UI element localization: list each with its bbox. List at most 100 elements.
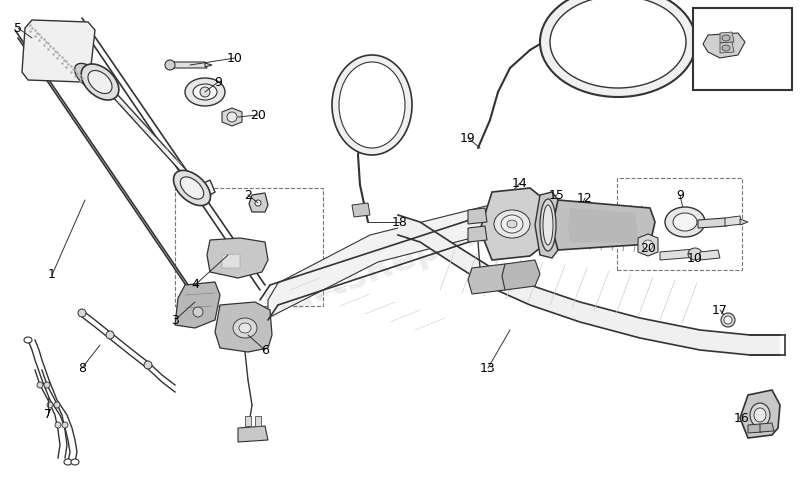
Text: 11: 11 <box>754 13 770 27</box>
Ellipse shape <box>722 35 730 41</box>
Ellipse shape <box>673 213 697 231</box>
Ellipse shape <box>185 78 225 106</box>
Polygon shape <box>698 218 727 228</box>
Text: 13: 13 <box>480 361 496 375</box>
Ellipse shape <box>44 382 50 388</box>
Ellipse shape <box>74 63 102 88</box>
Polygon shape <box>175 282 220 328</box>
Ellipse shape <box>106 331 114 339</box>
Ellipse shape <box>165 60 175 70</box>
Ellipse shape <box>24 337 32 343</box>
Polygon shape <box>255 416 261 426</box>
Text: 20: 20 <box>250 109 266 121</box>
Polygon shape <box>748 424 762 433</box>
Text: 8: 8 <box>78 361 86 375</box>
Ellipse shape <box>688 248 702 260</box>
Ellipse shape <box>37 382 43 388</box>
Text: 10: 10 <box>227 52 243 64</box>
Text: 9: 9 <box>214 76 222 88</box>
Polygon shape <box>725 216 742 226</box>
Text: 2: 2 <box>244 189 252 201</box>
Polygon shape <box>740 390 780 438</box>
Polygon shape <box>170 62 207 68</box>
Ellipse shape <box>174 170 210 206</box>
Ellipse shape <box>144 361 152 369</box>
Text: 14: 14 <box>512 176 528 190</box>
Ellipse shape <box>722 45 730 51</box>
Polygon shape <box>760 423 774 432</box>
Ellipse shape <box>54 402 60 408</box>
Bar <box>693 8 792 90</box>
Ellipse shape <box>227 112 237 122</box>
Polygon shape <box>468 226 487 242</box>
Polygon shape <box>352 203 370 217</box>
Ellipse shape <box>62 422 68 428</box>
Polygon shape <box>720 42 734 53</box>
Polygon shape <box>660 249 697 260</box>
Polygon shape <box>552 200 655 250</box>
Polygon shape <box>398 215 780 355</box>
Text: 6: 6 <box>261 344 269 356</box>
Ellipse shape <box>78 309 86 317</box>
Ellipse shape <box>88 71 112 93</box>
Text: 3: 3 <box>171 313 179 327</box>
Ellipse shape <box>180 177 204 199</box>
Bar <box>617 178 742 270</box>
Ellipse shape <box>55 422 61 428</box>
Polygon shape <box>700 250 720 260</box>
Polygon shape <box>22 20 95 82</box>
Ellipse shape <box>754 408 766 422</box>
Polygon shape <box>535 192 558 258</box>
Polygon shape <box>638 234 658 256</box>
Polygon shape <box>215 302 272 352</box>
Polygon shape <box>222 108 242 126</box>
Ellipse shape <box>193 307 203 317</box>
Ellipse shape <box>255 200 261 206</box>
Ellipse shape <box>540 0 696 97</box>
Ellipse shape <box>665 207 705 237</box>
Ellipse shape <box>233 318 257 338</box>
Ellipse shape <box>507 220 517 228</box>
Bar <box>175 188 323 306</box>
Ellipse shape <box>721 313 735 327</box>
Polygon shape <box>222 254 240 268</box>
Text: 17: 17 <box>712 303 728 317</box>
Polygon shape <box>468 264 510 294</box>
Ellipse shape <box>750 403 770 427</box>
Polygon shape <box>468 208 487 224</box>
Text: 9: 9 <box>676 189 684 201</box>
Polygon shape <box>207 238 268 278</box>
Ellipse shape <box>200 87 210 97</box>
Polygon shape <box>245 416 251 426</box>
Text: 12: 12 <box>577 191 593 204</box>
Ellipse shape <box>543 205 553 245</box>
Ellipse shape <box>239 323 251 333</box>
Text: 4: 4 <box>191 278 199 292</box>
Text: 5: 5 <box>14 22 22 34</box>
Ellipse shape <box>47 402 53 408</box>
Polygon shape <box>238 426 268 442</box>
Ellipse shape <box>332 55 412 155</box>
Ellipse shape <box>40 34 70 62</box>
Text: 10: 10 <box>687 251 703 265</box>
Ellipse shape <box>81 64 119 100</box>
Polygon shape <box>720 32 734 43</box>
Text: 18: 18 <box>392 216 408 228</box>
Ellipse shape <box>540 199 556 251</box>
Text: 7: 7 <box>44 409 52 421</box>
Polygon shape <box>85 70 215 198</box>
Text: 19: 19 <box>460 132 476 144</box>
Polygon shape <box>568 208 638 243</box>
Ellipse shape <box>64 459 72 465</box>
Ellipse shape <box>550 0 686 88</box>
Ellipse shape <box>494 210 530 238</box>
Text: 16: 16 <box>734 411 750 425</box>
Ellipse shape <box>339 62 405 148</box>
Text: 20: 20 <box>640 242 656 254</box>
Ellipse shape <box>643 240 653 250</box>
Polygon shape <box>740 219 748 225</box>
Polygon shape <box>703 33 745 58</box>
Text: PartsRepublik: PartsRepublik <box>260 195 540 325</box>
Ellipse shape <box>71 459 79 465</box>
Ellipse shape <box>501 215 523 233</box>
